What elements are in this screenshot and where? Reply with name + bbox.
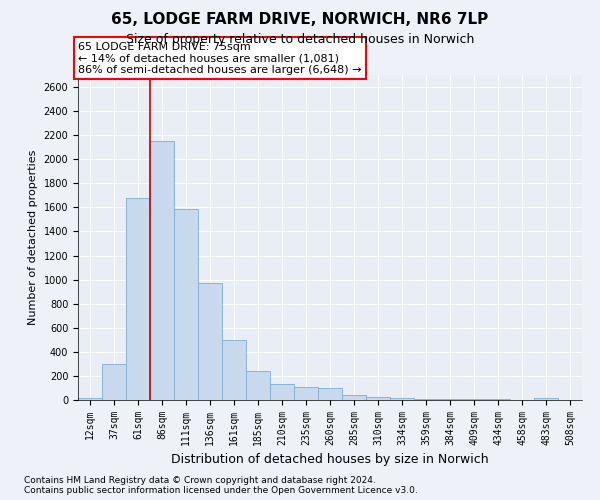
Text: 65, LODGE FARM DRIVE, NORWICH, NR6 7LP: 65, LODGE FARM DRIVE, NORWICH, NR6 7LP	[112, 12, 488, 28]
Bar	[246, 370, 270, 400]
Bar	[126, 198, 150, 400]
Bar	[534, 398, 558, 400]
Bar	[78, 398, 102, 400]
Bar	[270, 384, 294, 400]
Y-axis label: Number of detached properties: Number of detached properties	[28, 150, 38, 325]
Bar	[318, 388, 342, 400]
Text: Contains public sector information licensed under the Open Government Licence v3: Contains public sector information licen…	[24, 486, 418, 495]
Bar	[198, 283, 222, 400]
Bar	[174, 208, 198, 400]
Bar	[438, 399, 462, 400]
Bar	[222, 340, 246, 400]
Bar	[294, 387, 318, 400]
Text: Size of property relative to detached houses in Norwich: Size of property relative to detached ho…	[126, 32, 474, 46]
Bar	[414, 399, 438, 400]
Bar	[366, 397, 390, 400]
Text: 65 LODGE FARM DRIVE: 75sqm
← 14% of detached houses are smaller (1,081)
86% of s: 65 LODGE FARM DRIVE: 75sqm ← 14% of deta…	[78, 42, 361, 75]
Bar	[150, 141, 174, 400]
Bar	[342, 394, 366, 400]
Bar	[102, 364, 126, 400]
Bar	[390, 398, 414, 400]
X-axis label: Distribution of detached houses by size in Norwich: Distribution of detached houses by size …	[171, 454, 489, 466]
Text: Contains HM Land Registry data © Crown copyright and database right 2024.: Contains HM Land Registry data © Crown c…	[24, 476, 376, 485]
